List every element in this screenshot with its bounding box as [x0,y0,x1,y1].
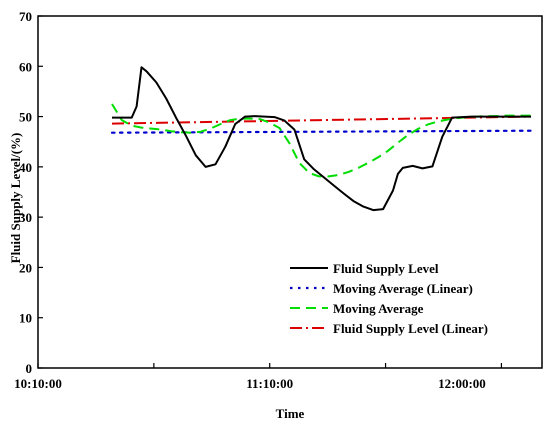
y-tick-label: 20 [19,260,32,275]
y-axis-title: Fluid Supply Level/(%) [8,133,23,264]
y-tick-label: 0 [26,361,33,376]
y-tick-label: 70 [19,9,32,24]
y-tick-label: 50 [19,110,32,125]
series-line-moving-average-linear [110,129,533,134]
legend: Fluid Supply Level Moving Average (Linear… [290,261,488,336]
x-tick-label: 12:00:00 [438,376,486,391]
series-line-fluid-supply-level-linear [111,115,532,125]
x-tick-label: 11:10:00 [246,376,293,391]
x-tick-label: 10:10:00 [14,376,62,391]
legend-label: Fluid Supply Level [333,261,439,276]
y-tick-label: 10 [19,311,32,326]
series-layer [110,66,533,212]
legend-label: Moving Average [333,301,424,316]
plot-area-frame [37,15,543,369]
legend-label: Fluid Supply Level (Linear) [333,321,488,336]
y-tick-label: 60 [19,59,32,74]
y-tick-label: 40 [19,160,32,175]
x-axis-title: Time [276,406,305,421]
y-tick-label: 30 [19,210,32,225]
legend-label: Moving Average (Linear) [333,281,473,296]
series-line-fluid-supply-level [112,66,531,212]
axis-ticks: 0 10 20 30 40 50 60 70 10:10:00 11:10:00 12:00:00 [14,9,503,391]
